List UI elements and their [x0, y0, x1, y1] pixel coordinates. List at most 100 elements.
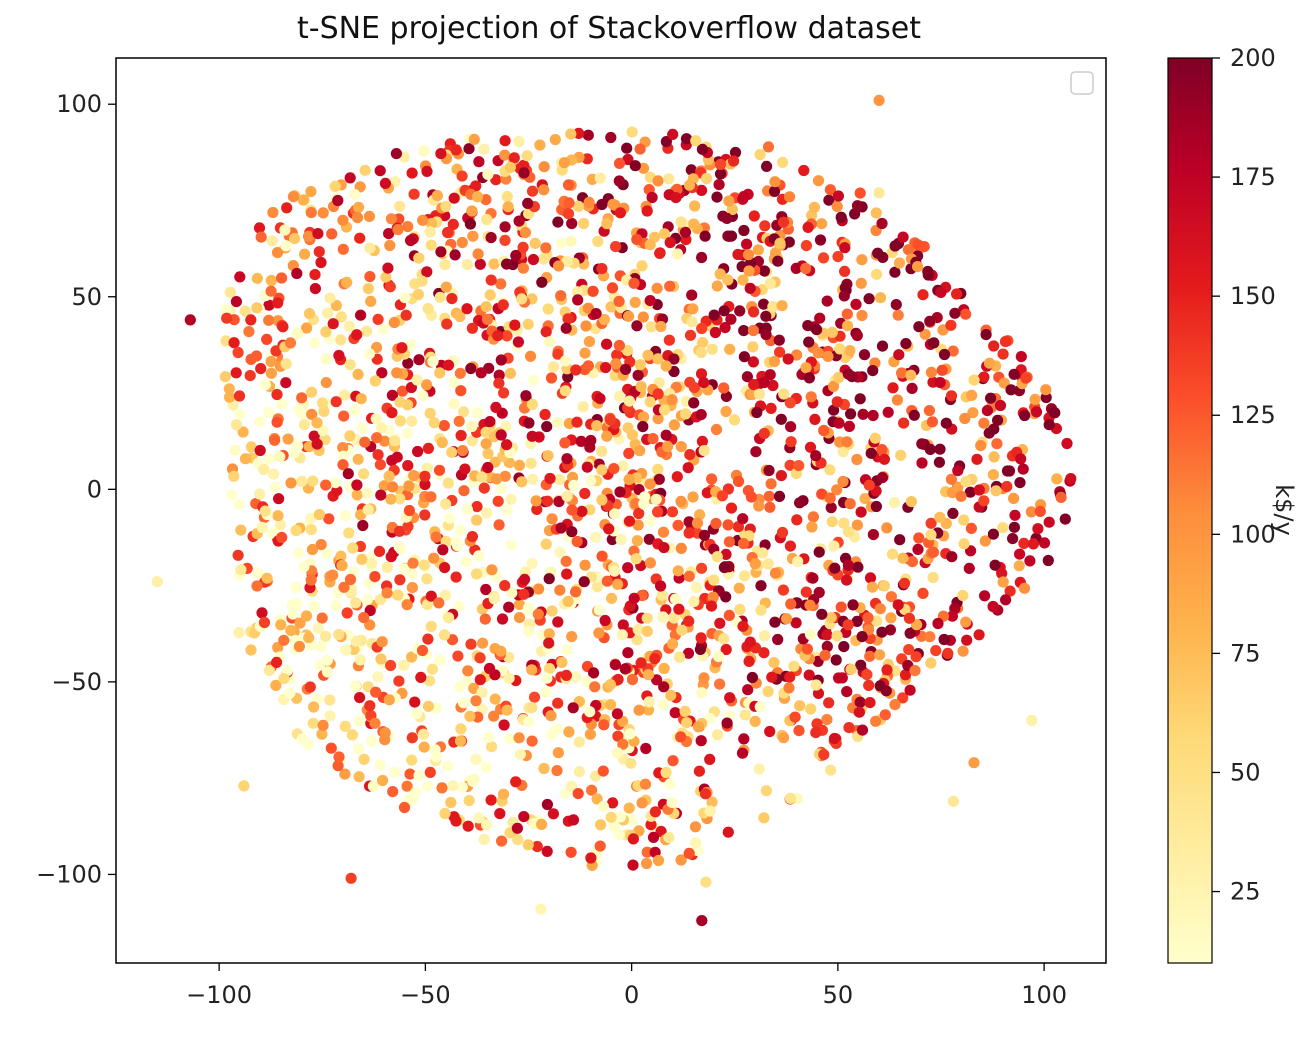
scatter-point — [421, 266, 433, 278]
scatter-point — [806, 521, 818, 533]
scatter-point — [720, 643, 732, 656]
scatter-point — [280, 358, 292, 370]
scatter-point — [340, 644, 352, 656]
scatter-point — [708, 309, 720, 321]
scatter-point — [398, 563, 410, 575]
scatter-point — [794, 700, 806, 712]
scatter-point — [553, 496, 565, 508]
scatter-point — [484, 289, 496, 301]
scatter-point — [591, 420, 603, 432]
scatter-point — [571, 286, 584, 298]
scatter-point — [675, 731, 687, 743]
scatter-point — [524, 350, 537, 362]
scatter-point — [644, 396, 656, 408]
scatter-point — [598, 719, 610, 731]
scatter-point — [601, 218, 613, 230]
scatter-point — [660, 136, 673, 148]
scatter-point — [821, 629, 833, 641]
scatter-point — [889, 266, 901, 278]
scatter-point — [371, 341, 383, 354]
scatter-point — [791, 349, 803, 361]
scatter-point — [928, 337, 940, 349]
scatter-point — [775, 413, 787, 425]
scatter-point — [409, 696, 421, 708]
scatter-point — [863, 479, 875, 491]
scatter-point — [417, 214, 429, 226]
scatter-point — [376, 636, 388, 648]
outlier-point — [700, 876, 712, 888]
outlier-point — [184, 314, 196, 326]
scatter-point — [633, 507, 645, 520]
scatter-point — [307, 475, 319, 487]
scatter-point — [516, 293, 528, 305]
scatter-point — [628, 277, 640, 289]
scatter-point — [631, 233, 643, 246]
scatter-point — [350, 597, 362, 609]
scatter-point — [760, 310, 772, 322]
scatter-point — [467, 230, 479, 242]
scatter-point — [758, 265, 771, 277]
scatter-point — [490, 174, 502, 186]
scatter-point — [352, 453, 364, 465]
scatter-point — [835, 211, 847, 223]
scatter-point — [760, 328, 772, 341]
scatter-point — [448, 377, 460, 389]
scatter-point — [738, 351, 751, 363]
scatter-point — [545, 710, 557, 722]
scatter-point — [744, 282, 756, 294]
scatter-point — [856, 254, 868, 266]
scatter-point — [363, 348, 375, 360]
scatter-point — [332, 194, 344, 207]
scatter-point — [320, 630, 332, 642]
scatter-point — [407, 557, 419, 569]
scatter-point — [1014, 477, 1026, 489]
scatter-point — [466, 205, 478, 217]
scatter-point — [390, 148, 402, 160]
scatter-point — [472, 248, 484, 260]
scatter-point — [486, 741, 498, 753]
scatter-point — [499, 470, 511, 482]
scatter-point — [490, 473, 503, 485]
scatter-point — [836, 672, 848, 684]
scatter-point — [647, 831, 660, 844]
scatter-point — [269, 434, 281, 446]
scatter-point — [632, 623, 644, 636]
scatter-point — [867, 365, 879, 377]
scatter-point — [790, 617, 802, 629]
scatter-point — [764, 369, 776, 381]
scatter-point — [687, 303, 699, 315]
scatter-point — [762, 141, 775, 153]
scatter-point — [798, 164, 810, 177]
scatter-point — [747, 324, 760, 337]
scatter-point — [306, 408, 318, 420]
scatter-point — [417, 390, 429, 402]
scatter-point — [436, 436, 448, 449]
scatter-point — [892, 309, 904, 321]
scatter-point — [435, 246, 447, 258]
scatter-point — [233, 498, 245, 511]
scatter-point — [317, 424, 329, 437]
scatter-point — [826, 326, 838, 338]
scatter-point — [549, 134, 561, 146]
scatter-point — [496, 835, 508, 847]
scatter-point — [513, 459, 526, 471]
scatter-point — [736, 747, 749, 759]
scatter-point — [912, 239, 924, 251]
scatter-point — [637, 421, 649, 433]
scatter-point — [746, 671, 759, 684]
scatter-point — [622, 422, 634, 434]
scatter-point — [757, 547, 769, 559]
scatter-point — [453, 600, 465, 612]
scatter-point — [518, 167, 530, 179]
scatter-point — [630, 553, 642, 565]
scatter-point — [281, 202, 293, 214]
scatter-point — [501, 330, 513, 342]
scatter-point — [623, 473, 635, 486]
scatter-point — [612, 578, 624, 591]
scatter-point — [454, 311, 466, 323]
scatter-point — [724, 692, 736, 704]
scatter-point — [905, 369, 917, 381]
scatter-point — [671, 471, 683, 483]
scatter-point — [654, 247, 666, 259]
scatter-point — [898, 577, 911, 589]
